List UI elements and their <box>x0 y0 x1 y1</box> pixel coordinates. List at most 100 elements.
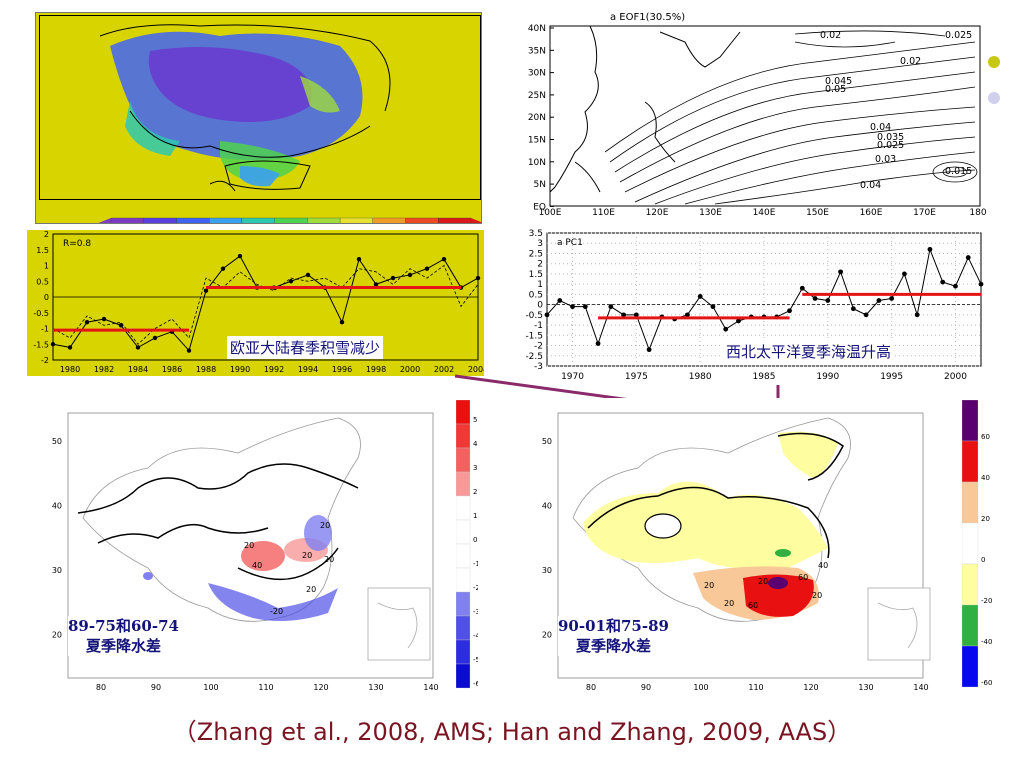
map-contour-label: 20 <box>812 591 822 600</box>
legend-swatch <box>456 591 471 617</box>
china-left-label-line1: 89-75和60-74 <box>68 617 179 635</box>
x-tick-label: 1990 <box>230 365 250 374</box>
legend-tick-label: 20 <box>473 488 478 496</box>
eof-lat-tick: 10N <box>528 158 546 168</box>
eof-contour-label: 0.05 <box>825 84 846 95</box>
x-tick-label: 2000 <box>944 372 967 382</box>
colorbar-end-left <box>98 218 111 223</box>
citation: （Zhang et al., 2008, AMS; Han and Zhang,… <box>172 718 852 746</box>
map-lon-tick: 90 <box>641 683 651 692</box>
series-point <box>152 335 158 341</box>
x-tick-label: 1970 <box>561 372 584 382</box>
legend-swatch <box>456 639 471 665</box>
china-right-label-line2: 夏季降水差 <box>575 637 651 655</box>
legend-tick-label: 40 <box>981 474 990 482</box>
colorbar-tick-label: -0.01 <box>233 222 250 224</box>
map-lon-tick: 90 <box>151 683 161 692</box>
series-point <box>799 285 805 291</box>
map-contour-label: 20 <box>324 555 334 564</box>
map-contour-label: 20 <box>244 541 254 550</box>
series-point <box>373 282 379 287</box>
x-tick-label: 1975 <box>625 372 648 382</box>
legend-tick-label: 0 <box>981 556 985 564</box>
y-tick-label: -1 <box>41 325 49 334</box>
x-tick-label: 1992 <box>264 365 284 374</box>
eof-lon-tick: 140E <box>753 208 776 217</box>
map-contour-label: 60 <box>798 573 808 582</box>
y-tick-label: 0 <box>537 301 543 311</box>
eof-lon-tick: 170E <box>913 208 936 217</box>
eof-lat-tick: 25N <box>528 91 546 101</box>
x-tick-label: 1982 <box>94 365 114 374</box>
series-point <box>101 316 107 322</box>
colorbar-swatch <box>209 217 243 223</box>
series-point <box>339 320 345 325</box>
legend-swatch <box>456 495 471 521</box>
legend-tick-label: 0 <box>473 536 477 544</box>
map-lon-tick: 100 <box>693 683 708 692</box>
legend-swatch <box>456 519 471 545</box>
legend-swatch <box>962 604 979 647</box>
map-lat-tick: 30 <box>52 566 62 575</box>
legend-tick-label: 10 <box>473 512 478 520</box>
series-point <box>633 312 639 318</box>
x-tick-label: 2000 <box>400 365 420 374</box>
eof-contour-label: 0.045 <box>825 76 852 87</box>
eof-contour-label: 0.015 <box>945 166 972 177</box>
series-point <box>723 326 729 332</box>
eof-lon-tick: 160E <box>860 208 883 217</box>
legend-tick-label: -40 <box>981 638 992 646</box>
y-tick-label: -2 <box>41 356 49 365</box>
x-tick-label: 1986 <box>162 365 182 374</box>
legend-tick-label: -30 <box>473 608 478 616</box>
eof-lon-tick: 130E <box>699 208 722 217</box>
series-point <box>407 272 413 278</box>
map-contour-label: -20 <box>270 607 283 616</box>
x-tick-label: 2002 <box>434 365 454 374</box>
series-point <box>940 279 946 285</box>
map-lon-tick: 120 <box>803 683 818 692</box>
x-tick-label: 1990 <box>816 372 839 382</box>
snow-map-graphic <box>40 16 480 199</box>
legend-swatch <box>962 563 979 606</box>
eof-lon-tick: 100E <box>539 208 562 217</box>
colorbar-swatch <box>110 217 144 223</box>
map-lon-tick: 110 <box>258 683 273 692</box>
x-tick-label: 1988 <box>196 365 216 374</box>
series-point <box>424 266 430 271</box>
eof-lon-tick: 150E <box>806 208 829 217</box>
china-left-label: 89-75和60-74 夏季降水差 <box>68 616 179 656</box>
map-contour-label: 20 <box>320 521 330 530</box>
colorbar-tick-label: -0.015 <box>199 222 220 224</box>
colorbar-tick-label: -0.005 <box>264 222 285 224</box>
eof-lon-tick: 180 <box>969 208 986 217</box>
snow-map-panel: -0.025 -0.02 -0.015 -0.01 -0.005 0 0.005 0.01 0.… <box>35 12 482 224</box>
x-tick-label: 1980 <box>689 372 712 382</box>
legend-tick-label: -60 <box>981 679 992 687</box>
snow-series-annotation: 欧亚大陆春季积雪减少 <box>227 336 384 359</box>
series-point <box>390 275 396 281</box>
legend-swatch <box>456 400 471 425</box>
colorbar-swatch <box>438 217 472 223</box>
y-tick-label: 2 <box>44 230 49 239</box>
legend-swatch <box>962 400 979 442</box>
map-lon-tick: 140 <box>913 683 928 692</box>
eof-contour-label: 0.03 <box>875 154 896 165</box>
map-contour-label: 40 <box>252 561 262 570</box>
legend-swatch <box>962 522 979 565</box>
snow-series-panel: 2 1.5 1 0.5 0 -0.5 -1 -1.5 -2 1980 1982 1984 1986 198… <box>27 230 484 376</box>
map-contour-label: 20 <box>704 581 714 590</box>
x-tick-label: 1980 <box>60 365 80 374</box>
legend-tick-label: 60 <box>981 433 990 441</box>
china-precip-map-left: 40 20 20 20 20 -20 20 50 40 30 20 80 90 100 110 120 13… <box>38 398 478 698</box>
legend-swatch <box>962 440 979 483</box>
map-lon-tick: 120 <box>313 683 328 692</box>
legend-tick-label: -50 <box>473 656 478 664</box>
colorbar-tick-label: 0.01 <box>366 222 380 224</box>
y-tick-label: 3.5 <box>529 229 543 239</box>
series-point <box>135 345 141 350</box>
snow-colorbar: -0.025 -0.02 -0.015 -0.01 -0.005 0 0.005 0.01 0.… <box>91 215 481 224</box>
eof-lat-tick: 35N <box>528 46 546 56</box>
map-lat-tick: 30 <box>542 566 552 575</box>
series-point <box>697 294 703 299</box>
